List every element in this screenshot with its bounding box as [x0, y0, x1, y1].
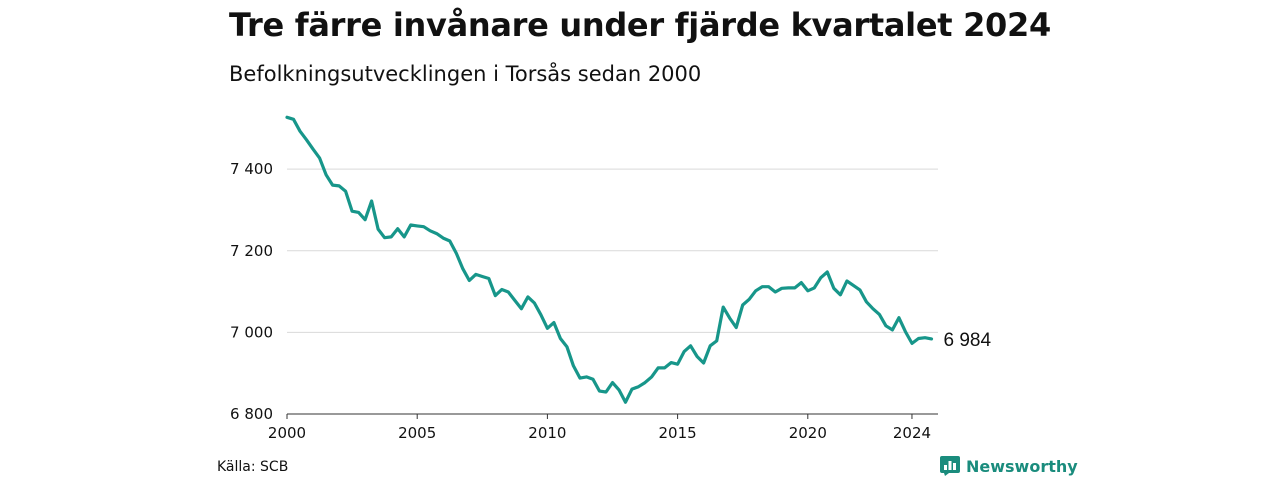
bar-chart-icon	[940, 456, 960, 476]
x-tick-label: 2010	[528, 424, 566, 442]
x-tick-label: 2000	[268, 424, 306, 442]
source-note: Källa: SCB	[217, 459, 289, 475]
x-tick-label: 2020	[789, 424, 827, 442]
series-line	[285, 115, 934, 404]
y-tick-label: 7 000	[230, 323, 273, 341]
series-layer	[285, 115, 934, 404]
chart-subtitle: Befolkningsutvecklingen i Torsås sedan 2…	[229, 62, 702, 86]
y-axis: 6 800 7 000 7 200 7 400	[230, 160, 273, 423]
x-tick-label: 2005	[398, 424, 436, 442]
brand-logo: Newsworthy	[940, 456, 1078, 476]
x-tick-label: 2015	[659, 424, 697, 442]
y-tick-label: 7 200	[230, 242, 273, 260]
y-tick-label: 6 800	[230, 405, 273, 423]
brand-name: Newsworthy	[966, 456, 1078, 476]
x-tick-label: 2024	[893, 424, 931, 442]
end-value-label: 6 984	[943, 330, 991, 351]
x-axis: 2000 2005 2010 2015 2020 2024	[268, 413, 938, 442]
chart-title: Tre färre invånare under fjärde kvartale…	[229, 6, 1051, 44]
y-tick-label: 7 400	[230, 160, 273, 178]
